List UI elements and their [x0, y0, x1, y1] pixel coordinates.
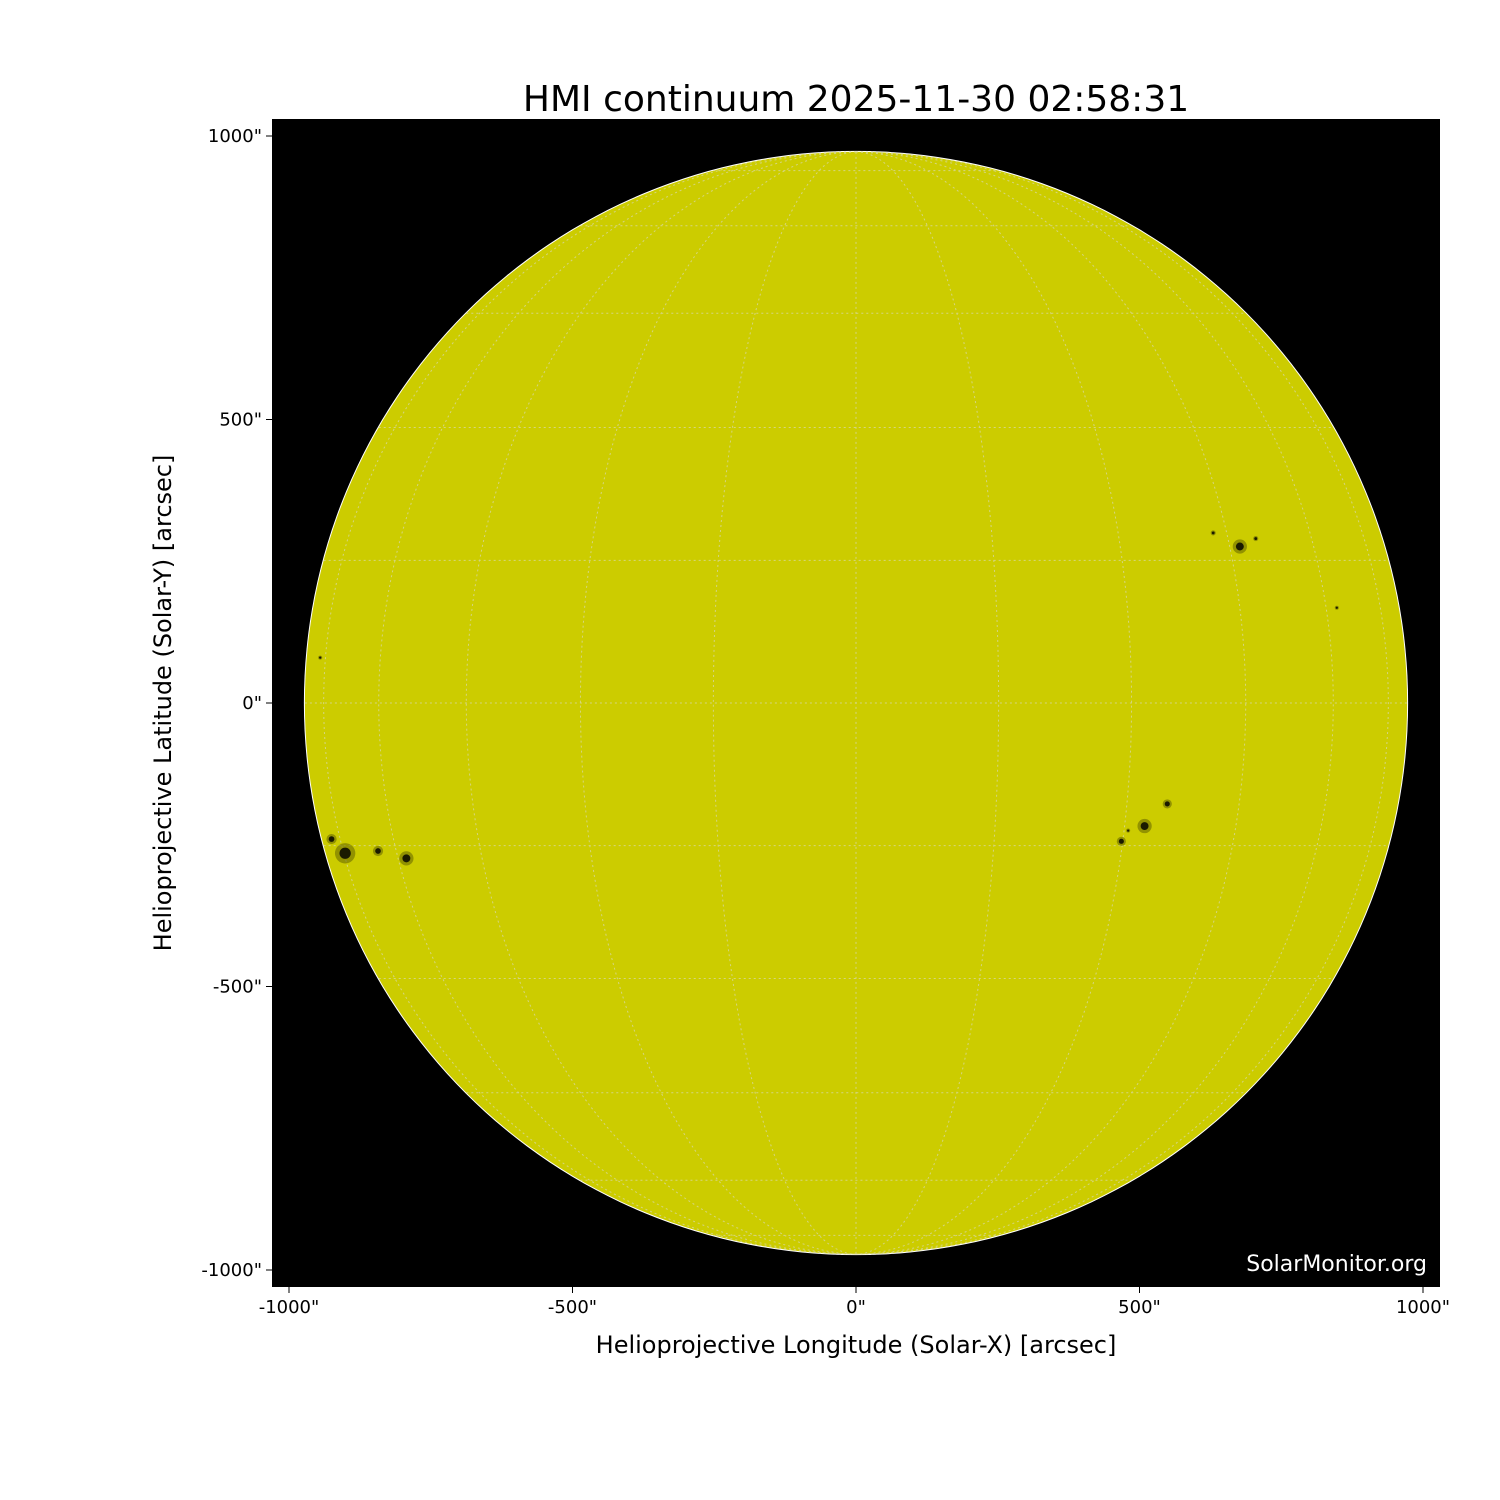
y-tick-label: -500" [213, 976, 262, 997]
y-tick-label: 0" [242, 693, 262, 714]
x-tick-label: 0" [846, 1297, 866, 1318]
sunspot [1140, 822, 1149, 830]
sunspot [402, 854, 411, 863]
axes: -1000" -500" 0" 500" 1000" -1000" -500" 0" 500" 1… [201, 119, 1450, 1318]
x-tick-label: -500" [548, 1297, 597, 1318]
tick-labels: -1000" -500" 0" 500" 1000" -1000" -500" 0" 500" 1… [201, 126, 1450, 1318]
sunspot [1254, 537, 1258, 540]
sunspot [319, 656, 322, 659]
coordinate-grid [304, 151, 1408, 1255]
sunspot [1211, 531, 1215, 535]
x-tick-label: 1000" [1396, 1297, 1450, 1318]
sunspot [1164, 801, 1170, 807]
chart-title: HMI continuum 2025-11-30 02:58:31 [523, 79, 1189, 120]
sunspot [328, 836, 335, 842]
y-tick-label: 1000" [208, 126, 262, 147]
sunspot [1127, 829, 1130, 832]
sunspot [1235, 542, 1244, 551]
x-tick-label: 500" [1118, 1297, 1161, 1318]
watermark: SolarMonitor.org [1246, 1252, 1427, 1277]
sunspot [375, 848, 381, 854]
grid-meridian [713, 151, 857, 1255]
grid-meridian [855, 151, 999, 1255]
sunspot [1335, 606, 1338, 609]
sunspot [1118, 838, 1124, 844]
x-axis-label: Helioprojective Longitude (Solar-X) [arc… [596, 1331, 1117, 1359]
y-tick-label: 500" [219, 410, 262, 431]
y-tick-label: -1000" [201, 1260, 262, 1281]
x-tick-label: -1000" [259, 1297, 320, 1318]
sunspot [339, 847, 351, 859]
y-axis-label: Helioprojective Latitude (Solar-Y) [arcs… [149, 455, 177, 952]
